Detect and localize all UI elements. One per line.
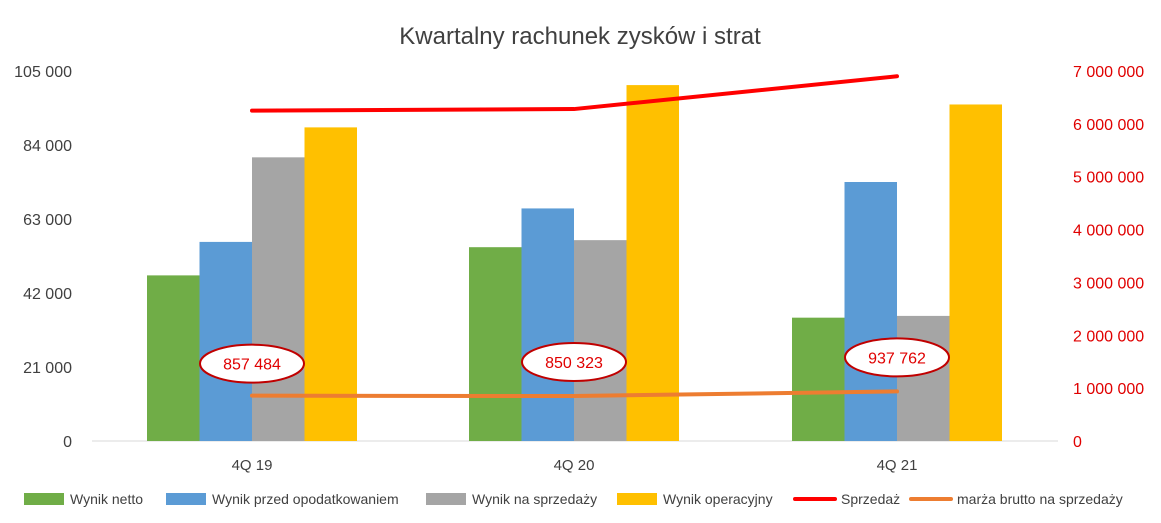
bar [626, 85, 679, 441]
right-axis-tick-label: 3 000 000 [1073, 275, 1144, 292]
bar [574, 240, 627, 441]
left-axis-tick-label: 105 000 [14, 64, 72, 81]
bar [792, 317, 845, 441]
bar [469, 247, 522, 441]
legend-label: Wynik operacyjny [663, 491, 773, 507]
bar [147, 275, 200, 441]
left-axis-tick-label: 63 000 [23, 212, 72, 229]
bar [521, 208, 574, 441]
right-axis-tick-label: 4 000 000 [1073, 223, 1144, 240]
legend-label: Wynik netto [70, 491, 143, 507]
legend-swatch [24, 493, 64, 505]
left-axis-tick-label: 21 000 [23, 360, 72, 377]
left-axis-tick-label: 84 000 [23, 138, 72, 155]
bar [252, 157, 305, 442]
category-labels: 4Q 19 4Q 20 4Q 21 [232, 457, 918, 474]
right-axis: 0 1 000 000 2 000 000 3 000 000 4 000 000 5 0… [1073, 64, 1144, 451]
legend-swatch [426, 493, 466, 505]
data-label: 857 484 [223, 357, 281, 374]
bar [844, 182, 897, 441]
bar [199, 241, 252, 441]
legend-swatch [617, 493, 657, 505]
data-label: 850 323 [545, 355, 603, 372]
right-axis-tick-label: 6 000 000 [1073, 117, 1144, 134]
legend-swatch [166, 493, 206, 505]
left-axis-tick-label: 0 [63, 434, 72, 451]
legend-label: Sprzedaż [841, 491, 900, 507]
legend: Wynik netto Wynik przed opodatkowaniem Wyn… [24, 491, 1123, 507]
category-label: 4Q 20 [554, 457, 595, 474]
right-axis-tick-label: 0 [1073, 434, 1082, 451]
data-label-bubble [199, 343, 305, 384]
right-axis-tick-label: 1 000 000 [1073, 381, 1144, 398]
category-label: 4Q 19 [232, 457, 273, 474]
legend-label: Wynik na sprzedaży [472, 491, 597, 507]
category-label: 4Q 21 [877, 457, 918, 474]
left-axis-tick-label: 42 000 [23, 286, 72, 303]
left-axis: 0 21 000 42 000 63 000 84 000 105 000 [14, 64, 72, 451]
chart-title: Kwartalny rachunek zysków i strat [399, 23, 761, 50]
data-label-bubble [844, 337, 950, 378]
data-labels: 857 484 850 323 937 762 [199, 337, 950, 384]
bar [304, 127, 357, 441]
series-lines [250, 74, 899, 399]
series-line [250, 74, 899, 113]
right-axis-tick-label: 7 000 000 [1073, 64, 1144, 81]
bar [897, 315, 950, 441]
legend-label: Wynik przed opodatkowaniem [212, 491, 399, 507]
data-label: 937 762 [868, 350, 926, 367]
right-axis-tick-label: 2 000 000 [1073, 328, 1144, 345]
legend-label: marża brutto na sprzedaży [957, 491, 1123, 507]
bars [147, 85, 1002, 442]
series-line [250, 389, 899, 399]
right-axis-tick-label: 5 000 000 [1073, 170, 1144, 187]
data-label-bubble [521, 342, 627, 383]
bar [949, 104, 1002, 441]
